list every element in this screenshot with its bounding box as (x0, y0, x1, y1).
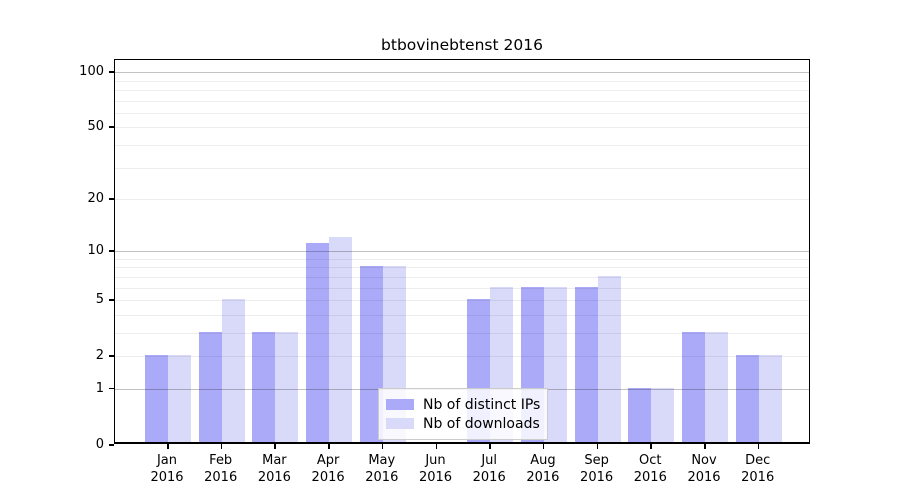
bar-downloads-dec (758, 355, 782, 442)
ytick-label-20: 20 (87, 191, 104, 206)
bar-downloads-apr (329, 236, 353, 442)
bar-distinct-ips-nov (682, 332, 705, 442)
xtick-year-may: 2016 (365, 470, 399, 485)
ytick-mark-20 (109, 198, 114, 200)
xtick-mark-oct (650, 444, 652, 449)
xtick-mark-jul (489, 444, 491, 449)
xtick-label-sep: Sep 2016 (567, 452, 627, 486)
ytick-mark-10 (109, 250, 114, 252)
xtick-year-aug: 2016 (526, 470, 560, 485)
legend-label-distinct-ips: Nb of distinct IPs (423, 396, 541, 413)
legend-entry-distinct-ips: Nb of distinct IPs (386, 395, 541, 414)
bar-downloads-aug (543, 286, 567, 442)
ytick-mark-5 (109, 299, 114, 301)
xtick-label-mar: Mar 2016 (244, 452, 304, 486)
xtick-year-jun: 2016 (418, 470, 453, 485)
bar-downloads-oct (651, 388, 675, 442)
ytick-label-0: 0 (95, 437, 104, 452)
plot-area: Nb of distinct IPs Nb of downloads (114, 59, 810, 444)
bar-distinct-ips-mar (252, 332, 276, 442)
xtick-mark-mar (274, 444, 276, 449)
bar-downloads-nov (705, 332, 728, 442)
bar-distinct-ips-may (359, 266, 383, 442)
xtick-mark-jan (167, 444, 169, 449)
bar-distinct-ips-dec (735, 355, 759, 442)
xtick-label-jan: Jan 2016 (137, 452, 197, 486)
xtick-year-mar: 2016 (257, 470, 291, 485)
bar-distinct-ips-jan (145, 355, 168, 442)
bar-downloads-jan (168, 355, 191, 442)
xtick-label-dec: Dec 2016 (728, 452, 788, 486)
chart-title: btbovinebtenst 2016 (381, 36, 543, 54)
xtick-mark-aug (542, 444, 545, 449)
ytick-mark-100 (109, 71, 114, 73)
xtick-mark-nov (704, 444, 706, 449)
bar-downloads-sep (597, 275, 621, 442)
bar-distinct-ips-apr (306, 243, 330, 442)
bars-layer (115, 60, 809, 442)
legend-label-downloads: Nb of downloads (423, 415, 540, 432)
xtick-mark-may (381, 444, 384, 449)
xtick-year-nov: 2016 (687, 470, 721, 485)
bar-distinct-ips-oct (628, 388, 652, 442)
xtick-label-may: May 2016 (352, 452, 412, 486)
legend-swatch-downloads (386, 418, 414, 429)
xtick-label-nov: Nov 2016 (674, 452, 734, 486)
xtick-year-feb: 2016 (204, 470, 238, 485)
xtick-label-apr: Apr 2016 (298, 452, 358, 486)
xtick-mark-sep (596, 444, 599, 449)
ytick-mark-0 (109, 444, 114, 446)
bar-downloads-mar (275, 332, 299, 442)
bar-distinct-ips-feb (198, 332, 222, 442)
xtick-year-dec: 2016 (741, 470, 775, 485)
xtick-year-oct: 2016 (633, 470, 667, 485)
ytick-mark-2 (109, 355, 114, 357)
ytick-label-5: 5 (95, 292, 104, 308)
ytick-label-1: 1 (95, 380, 104, 396)
xtick-year-jul: 2016 (472, 470, 506, 485)
legend: Nb of distinct IPs Nb of downloads (378, 388, 548, 440)
xtick-label-oct: Oct 2016 (620, 452, 680, 486)
ytick-label-50: 50 (87, 119, 104, 135)
xtick-label-jul: Jul 2016 (459, 452, 519, 486)
xtick-mark-feb (220, 444, 223, 449)
legend-swatch-distinct-ips (386, 399, 414, 410)
xtick-year-sep: 2016 (580, 470, 614, 485)
xtick-mark-apr (328, 444, 330, 449)
xtick-mark-dec (757, 444, 760, 449)
xtick-year-jan: 2016 (150, 470, 184, 485)
ytick-label-100: 100 (79, 64, 104, 80)
ytick-label-2: 2 (95, 348, 104, 364)
xtick-label-jun: Jun 2016 (406, 452, 466, 486)
bar-downloads-feb (221, 299, 245, 442)
ytick-label-10: 10 (87, 243, 104, 259)
ytick-mark-50 (109, 126, 114, 128)
xtick-label-feb: Feb 2016 (191, 452, 251, 486)
xtick-mark-jun (435, 444, 437, 449)
xtick-year-apr: 2016 (311, 470, 345, 485)
xtick-label-aug: Aug 2016 (513, 452, 573, 486)
ytick-mark-1 (109, 387, 114, 390)
legend-entry-downloads: Nb of downloads (386, 414, 540, 433)
bar-distinct-ips-sep (574, 286, 598, 442)
